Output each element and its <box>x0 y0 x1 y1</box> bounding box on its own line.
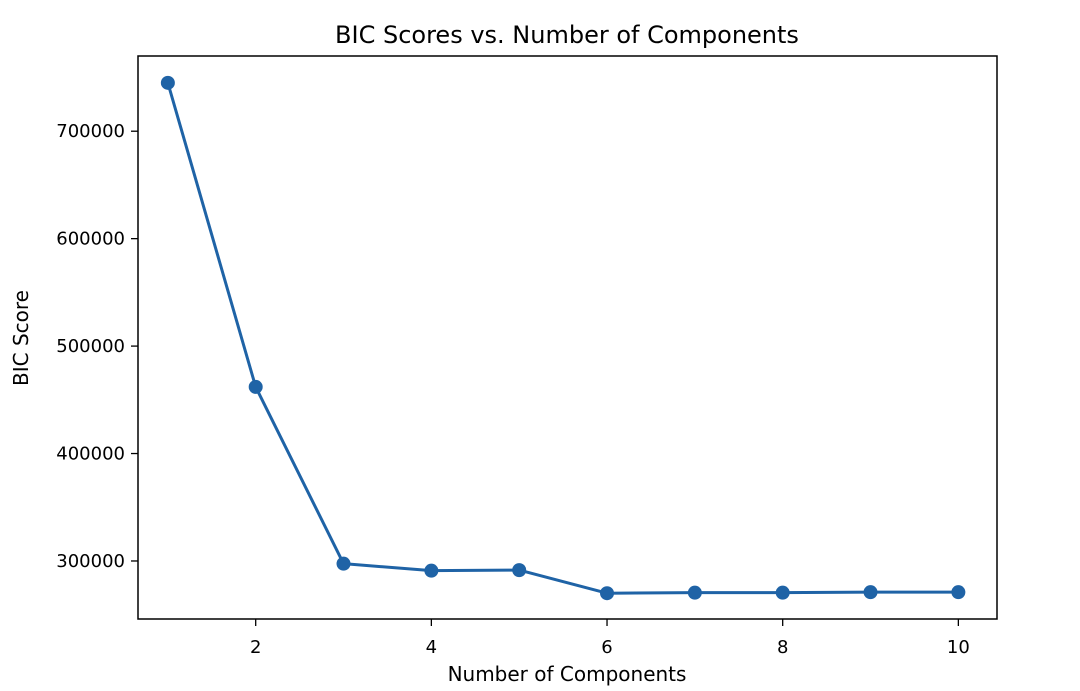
data-point-8 <box>775 585 790 600</box>
x-tick-label: 2 <box>250 637 261 658</box>
y-axis-label: BIC Score <box>9 290 33 386</box>
y-tick-label: 700000 <box>56 121 125 142</box>
y-axis-ticks: 300000 400000 500000 600000 700000 <box>56 121 138 572</box>
data-point-6 <box>600 586 615 601</box>
series-line <box>166 81 960 595</box>
data-point-4 <box>424 563 439 578</box>
x-tick-label: 10 <box>947 637 970 658</box>
data-point-5 <box>512 563 527 578</box>
y-tick-label: 600000 <box>56 229 125 250</box>
y-tick-label: 400000 <box>56 444 125 465</box>
x-axis-ticks: 2 4 6 8 10 <box>250 619 970 658</box>
data-point-9 <box>863 585 878 600</box>
data-point-7 <box>687 585 702 600</box>
x-tick-label: 8 <box>777 637 788 658</box>
plot-area <box>138 56 997 619</box>
plot-frame <box>137 55 998 620</box>
x-axis-label: Number of Components <box>448 662 687 686</box>
y-tick-label: 500000 <box>56 336 125 357</box>
data-point-1 <box>160 75 175 90</box>
series-points <box>160 75 966 601</box>
data-point-10 <box>951 585 966 600</box>
data-point-3 <box>336 556 351 571</box>
x-tick-label: 6 <box>601 637 612 658</box>
y-tick-label: 300000 <box>56 551 125 572</box>
x-tick-label: 4 <box>426 637 437 658</box>
chart-title: BIC Scores vs. Number of Components <box>335 21 799 49</box>
data-point-2 <box>248 379 263 394</box>
